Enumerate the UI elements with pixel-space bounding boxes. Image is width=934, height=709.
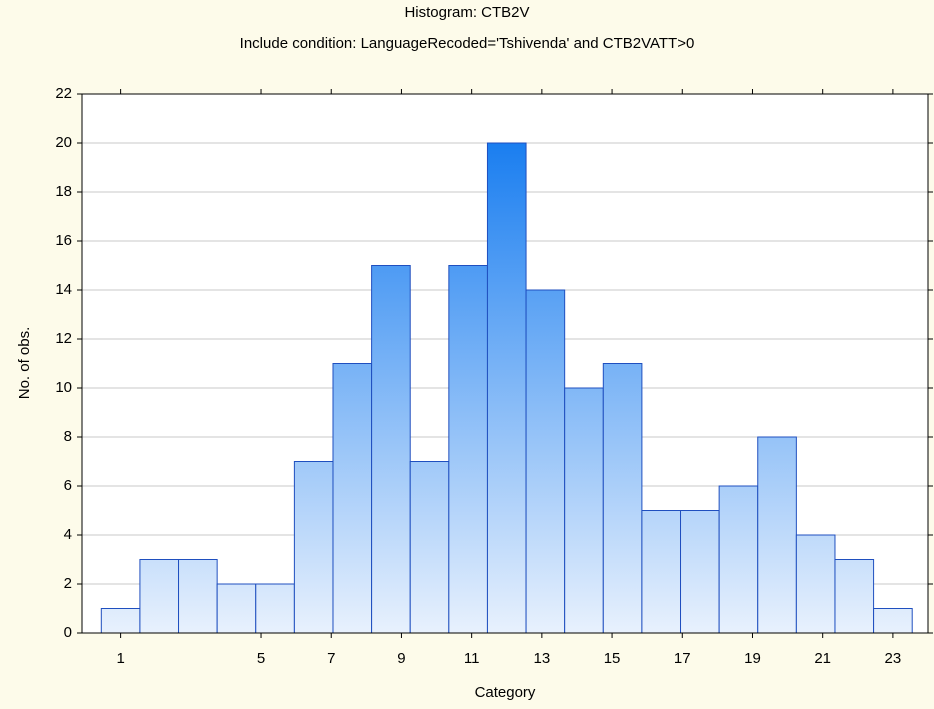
bar (409, 461, 450, 634)
bar (448, 265, 488, 634)
y-tick-label: 20 (55, 134, 72, 151)
y-tick-label: 18 (55, 183, 72, 200)
y-tick-label: 12 (55, 330, 72, 347)
bar (178, 559, 218, 634)
x-tick-label: 13 (534, 650, 551, 667)
x-tick-label: 21 (814, 650, 831, 667)
y-tick-label: 14 (55, 281, 72, 298)
bar (602, 363, 643, 634)
y-tick-label: 16 (55, 232, 72, 249)
x-tick-label: 1 (116, 650, 124, 667)
y-tick-label: 22 (55, 85, 72, 102)
x-tick-label: 15 (604, 650, 621, 667)
x-tick-label: 17 (674, 650, 691, 667)
y-tick-label: 0 (64, 624, 72, 641)
bar (332, 363, 373, 634)
bar (486, 142, 527, 634)
y-tick-label: 4 (64, 526, 72, 543)
bar (834, 559, 875, 634)
bar (216, 583, 257, 634)
bar (680, 510, 720, 634)
x-tick-label: 7 (327, 650, 335, 667)
bar (873, 608, 913, 634)
y-tick-label: 6 (64, 477, 72, 494)
x-tick-label: 9 (397, 650, 405, 667)
y-tick-label: 10 (55, 379, 72, 396)
x-tick-label: 5 (257, 650, 265, 667)
bar (718, 485, 759, 634)
y-tick-label: 8 (64, 428, 72, 445)
y-tick-label: 2 (64, 575, 72, 592)
bar (757, 436, 797, 634)
x-tick-label: 11 (464, 650, 480, 667)
bar (564, 387, 604, 634)
bar (255, 583, 295, 634)
bar (525, 289, 566, 634)
x-tick-label: 19 (744, 650, 761, 667)
x-axis-label: Category (475, 684, 536, 701)
x-tick-label: 23 (885, 650, 902, 667)
bar (641, 510, 682, 634)
y-axis-label: No. of obs. (16, 327, 33, 400)
chart-title: Histogram: CTB2V (404, 4, 529, 21)
bar (293, 461, 334, 634)
bar (795, 534, 836, 634)
plot-frame (81, 93, 929, 634)
bar (100, 608, 141, 634)
chart-subtitle: Include condition: LanguageRecoded='Tshi… (240, 35, 695, 52)
bar (139, 559, 180, 634)
bar (371, 265, 411, 634)
